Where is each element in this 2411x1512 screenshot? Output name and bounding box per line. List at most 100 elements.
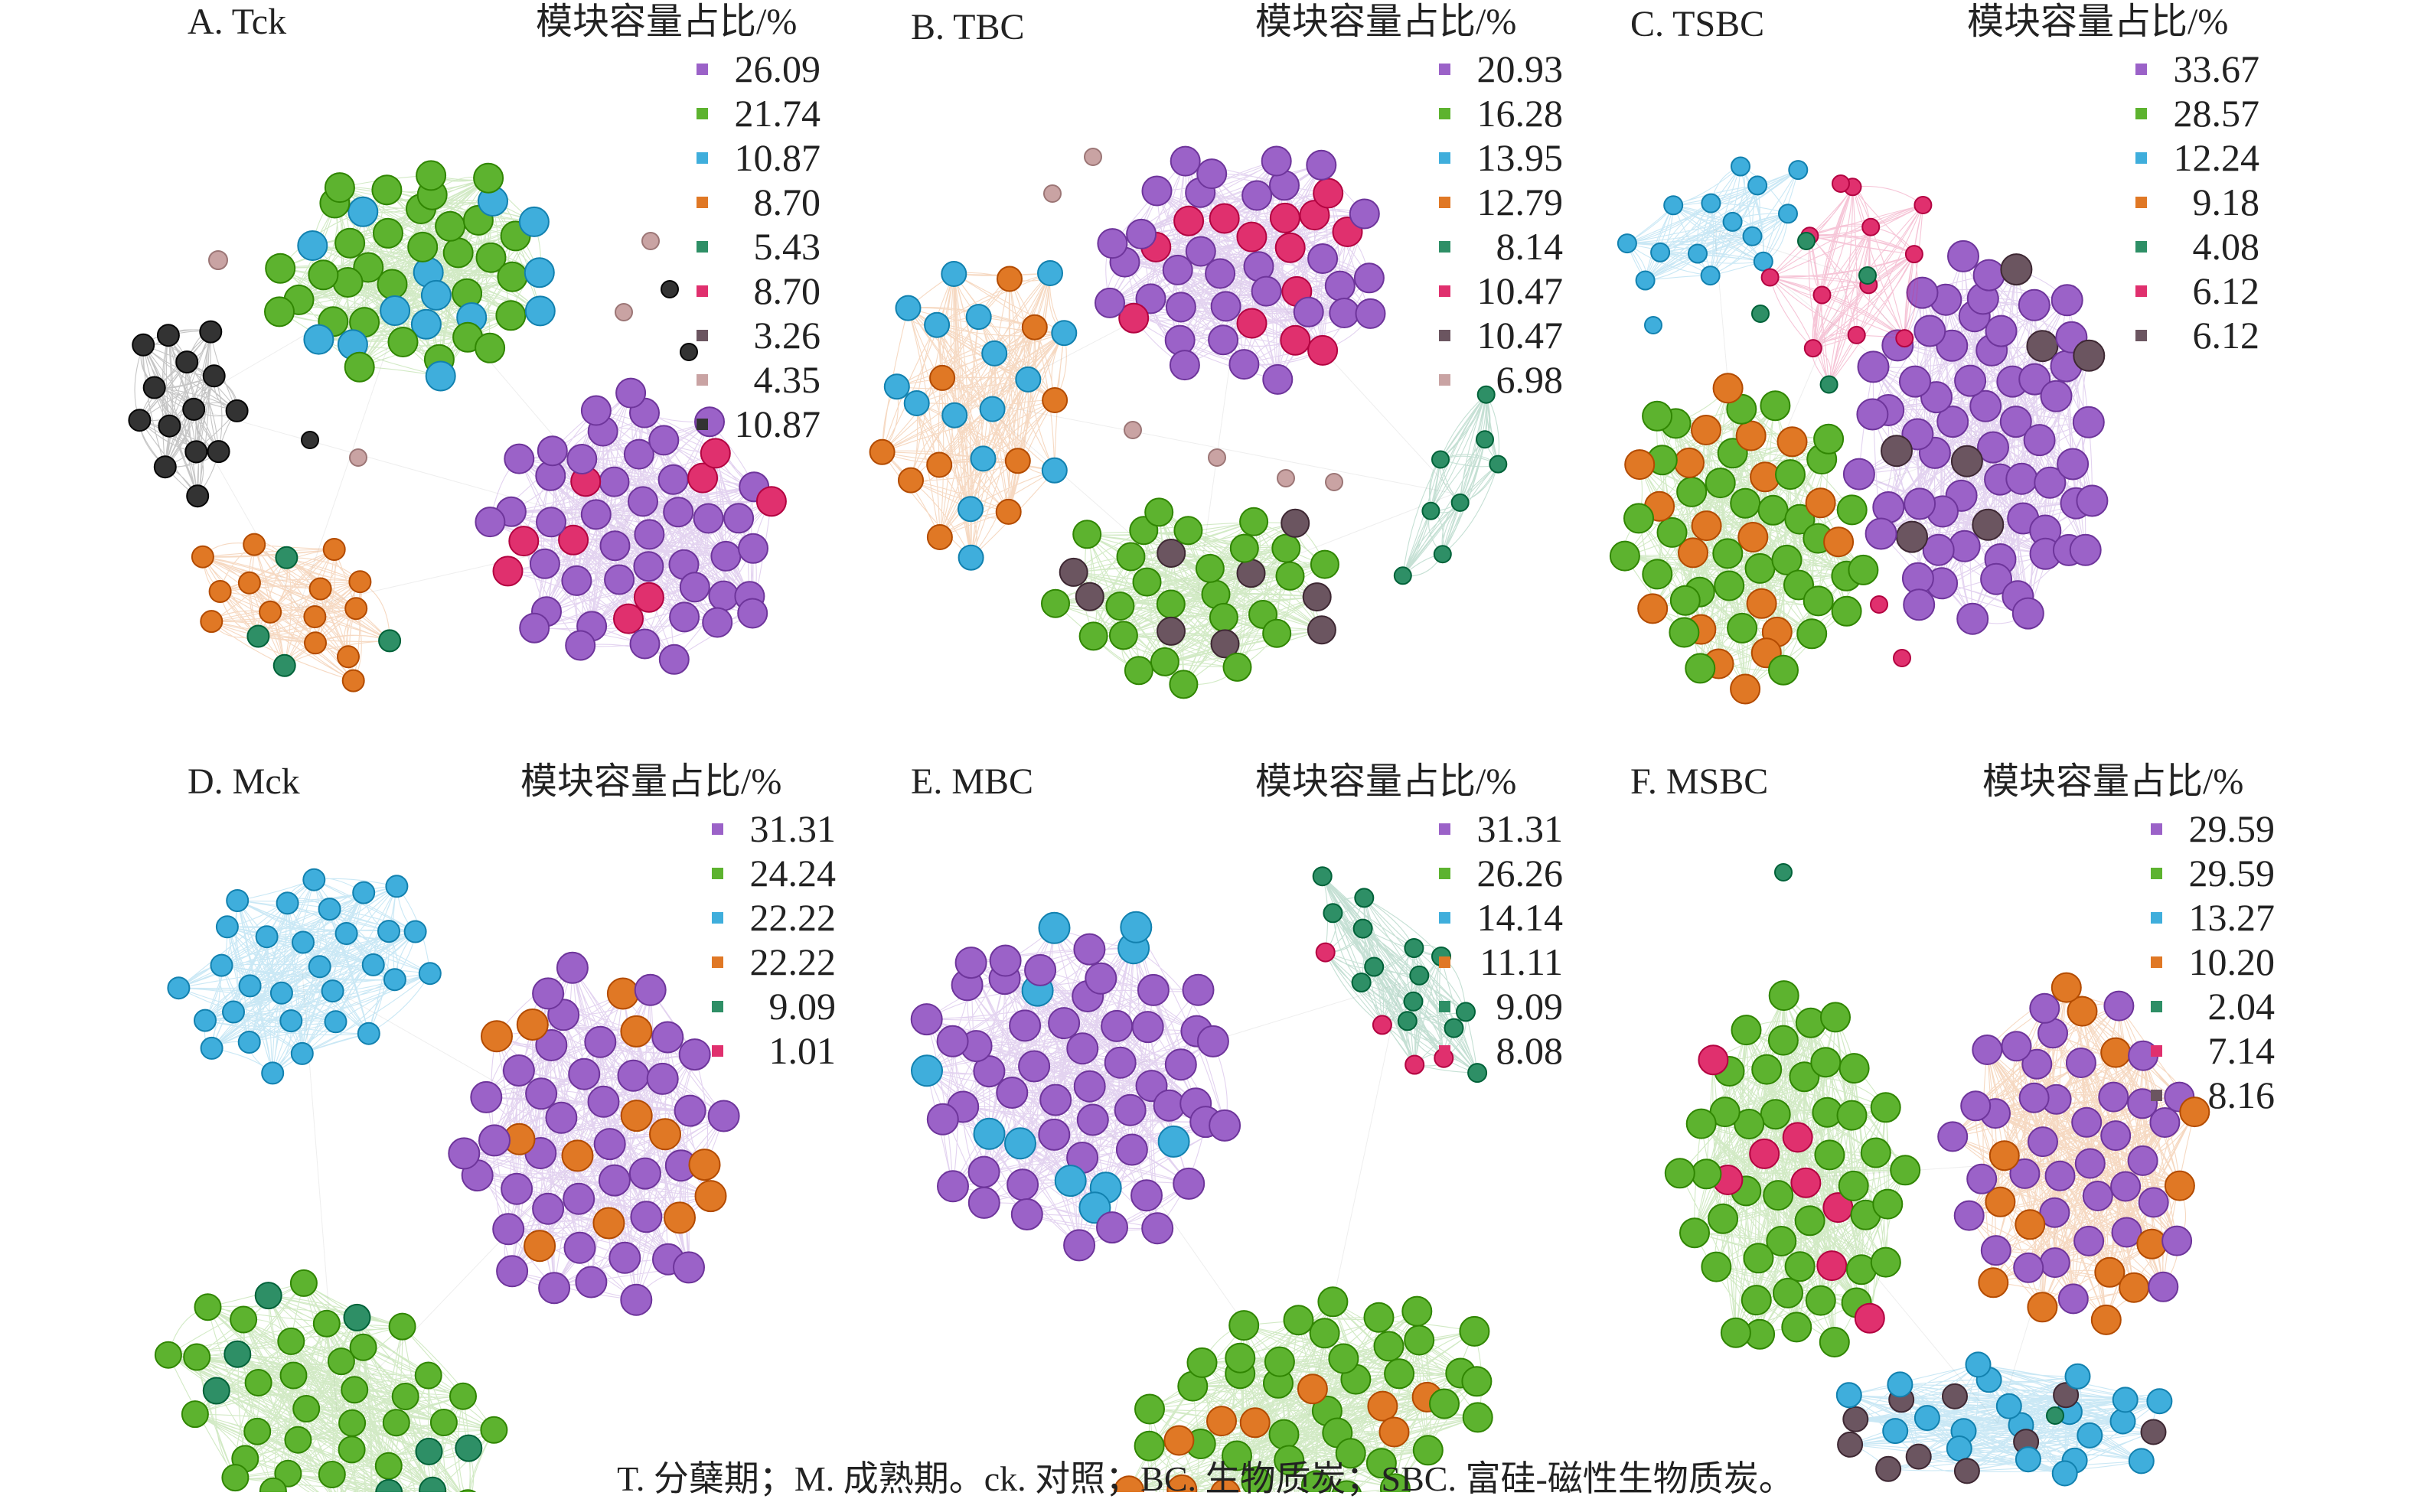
legend-item: 31.31 <box>712 807 973 851</box>
network-node <box>156 324 180 347</box>
network-node <box>1018 1050 1051 1083</box>
network-node <box>580 395 612 426</box>
network-node <box>1268 1419 1300 1450</box>
legend-swatch <box>712 912 723 924</box>
network-node <box>1953 1200 1985 1231</box>
network-node <box>516 1009 549 1041</box>
network-node <box>1635 270 1656 291</box>
network-node <box>2074 1148 2106 1179</box>
network-node <box>1307 615 1336 645</box>
network-node <box>1691 510 1722 542</box>
legend-swatch <box>712 1045 723 1057</box>
network-node <box>688 1149 721 1181</box>
network-node <box>1838 1053 1870 1084</box>
legend-value: 10.87 <box>734 136 821 179</box>
network-node <box>1105 591 1135 621</box>
module-legend: 模块容量占比/% 26.09 21.74 10.87 8.70 5.43 8.70 3.26 4… <box>536 4 821 446</box>
network-node <box>954 947 987 979</box>
network-node <box>475 242 507 273</box>
network-node <box>1741 1285 1772 1316</box>
network-node <box>2050 284 2083 317</box>
network-node <box>1130 1179 1163 1212</box>
network-node <box>215 915 239 939</box>
network-node <box>532 1192 565 1225</box>
network-node <box>1412 1435 1444 1466</box>
network-node <box>448 1137 481 1170</box>
network-node <box>254 1282 282 1310</box>
network-node <box>1784 503 1816 535</box>
network-node <box>1134 1393 1165 1425</box>
legend-swatch <box>1439 1045 1450 1057</box>
network-node <box>1753 251 1773 272</box>
network-node <box>2028 1126 2058 1158</box>
network-node <box>1208 448 1226 467</box>
network-node <box>1355 298 1386 329</box>
legend-item: 9.09 <box>1439 984 1700 1028</box>
network-node <box>1788 160 1809 181</box>
module-nodes <box>167 868 442 1085</box>
network-node <box>318 898 341 921</box>
network-node <box>1404 1325 1435 1356</box>
network-node <box>1274 1445 1305 1476</box>
legend-item: 3.26 <box>697 313 958 357</box>
network-node <box>1875 1455 1902 1482</box>
inter-module-links <box>979 263 1455 594</box>
network-node <box>1115 1133 1148 1166</box>
legend-value: 14.14 <box>1476 896 1564 939</box>
network-node <box>1461 1366 1493 1397</box>
network-node <box>1186 1347 1218 1378</box>
network-node <box>2090 1304 2122 1335</box>
network-node <box>1310 549 1339 579</box>
network-node <box>318 1461 346 1488</box>
network-node <box>1041 588 1070 618</box>
network-node <box>1701 1251 1732 1282</box>
network-node <box>1124 656 1153 686</box>
legend-value: 10.47 <box>1476 269 1564 312</box>
network-node <box>415 1437 443 1465</box>
network-node <box>941 261 967 287</box>
network-node <box>1688 243 1708 264</box>
legend-swatch <box>2135 108 2147 119</box>
network-node <box>244 1369 272 1396</box>
module-legend: 模块容量占比/% 31.31 24.24 22.22 22.22 9.09 1.01 <box>520 764 836 1073</box>
legend-value: 8.70 <box>753 269 821 312</box>
network-node <box>1861 217 1881 236</box>
network-node <box>565 630 596 661</box>
network-node <box>2018 363 2051 396</box>
network-node <box>1714 570 1745 601</box>
legend-value: 8.08 <box>1496 1029 1564 1072</box>
network-node <box>1300 1470 1332 1492</box>
network-node <box>1009 1009 1042 1042</box>
network-node <box>1283 1305 1314 1336</box>
network-node <box>435 210 466 242</box>
network-node <box>1072 520 1102 549</box>
network-node <box>1205 258 1236 289</box>
network-node <box>1141 175 1173 207</box>
network-node <box>1236 308 1267 339</box>
network-node <box>1805 1285 1836 1316</box>
network-node <box>1297 1374 1328 1405</box>
network-node <box>1796 618 1828 650</box>
module-nodes <box>1609 373 1879 705</box>
network-node <box>348 570 372 594</box>
network-node <box>1972 1035 2003 1065</box>
legend-value: 29.59 <box>2188 807 2276 850</box>
network-node <box>1315 942 1336 963</box>
legend-item: 12.24 <box>2135 135 2396 180</box>
network-node <box>272 653 296 677</box>
network-node <box>1856 398 1889 431</box>
network-node <box>1972 508 2005 541</box>
network-node <box>1985 1186 2016 1217</box>
network-node <box>1241 180 1273 211</box>
network-node <box>1379 1473 1411 1492</box>
network-node <box>1712 538 1744 569</box>
network-node <box>1887 1371 1913 1398</box>
network-node <box>737 598 768 629</box>
network-node <box>1166 1474 1198 1492</box>
network-node <box>1922 533 1955 566</box>
network-node <box>755 486 787 517</box>
network-node <box>1196 1025 1229 1057</box>
network-node <box>1010 1198 1043 1230</box>
network-node <box>1960 1090 1992 1122</box>
